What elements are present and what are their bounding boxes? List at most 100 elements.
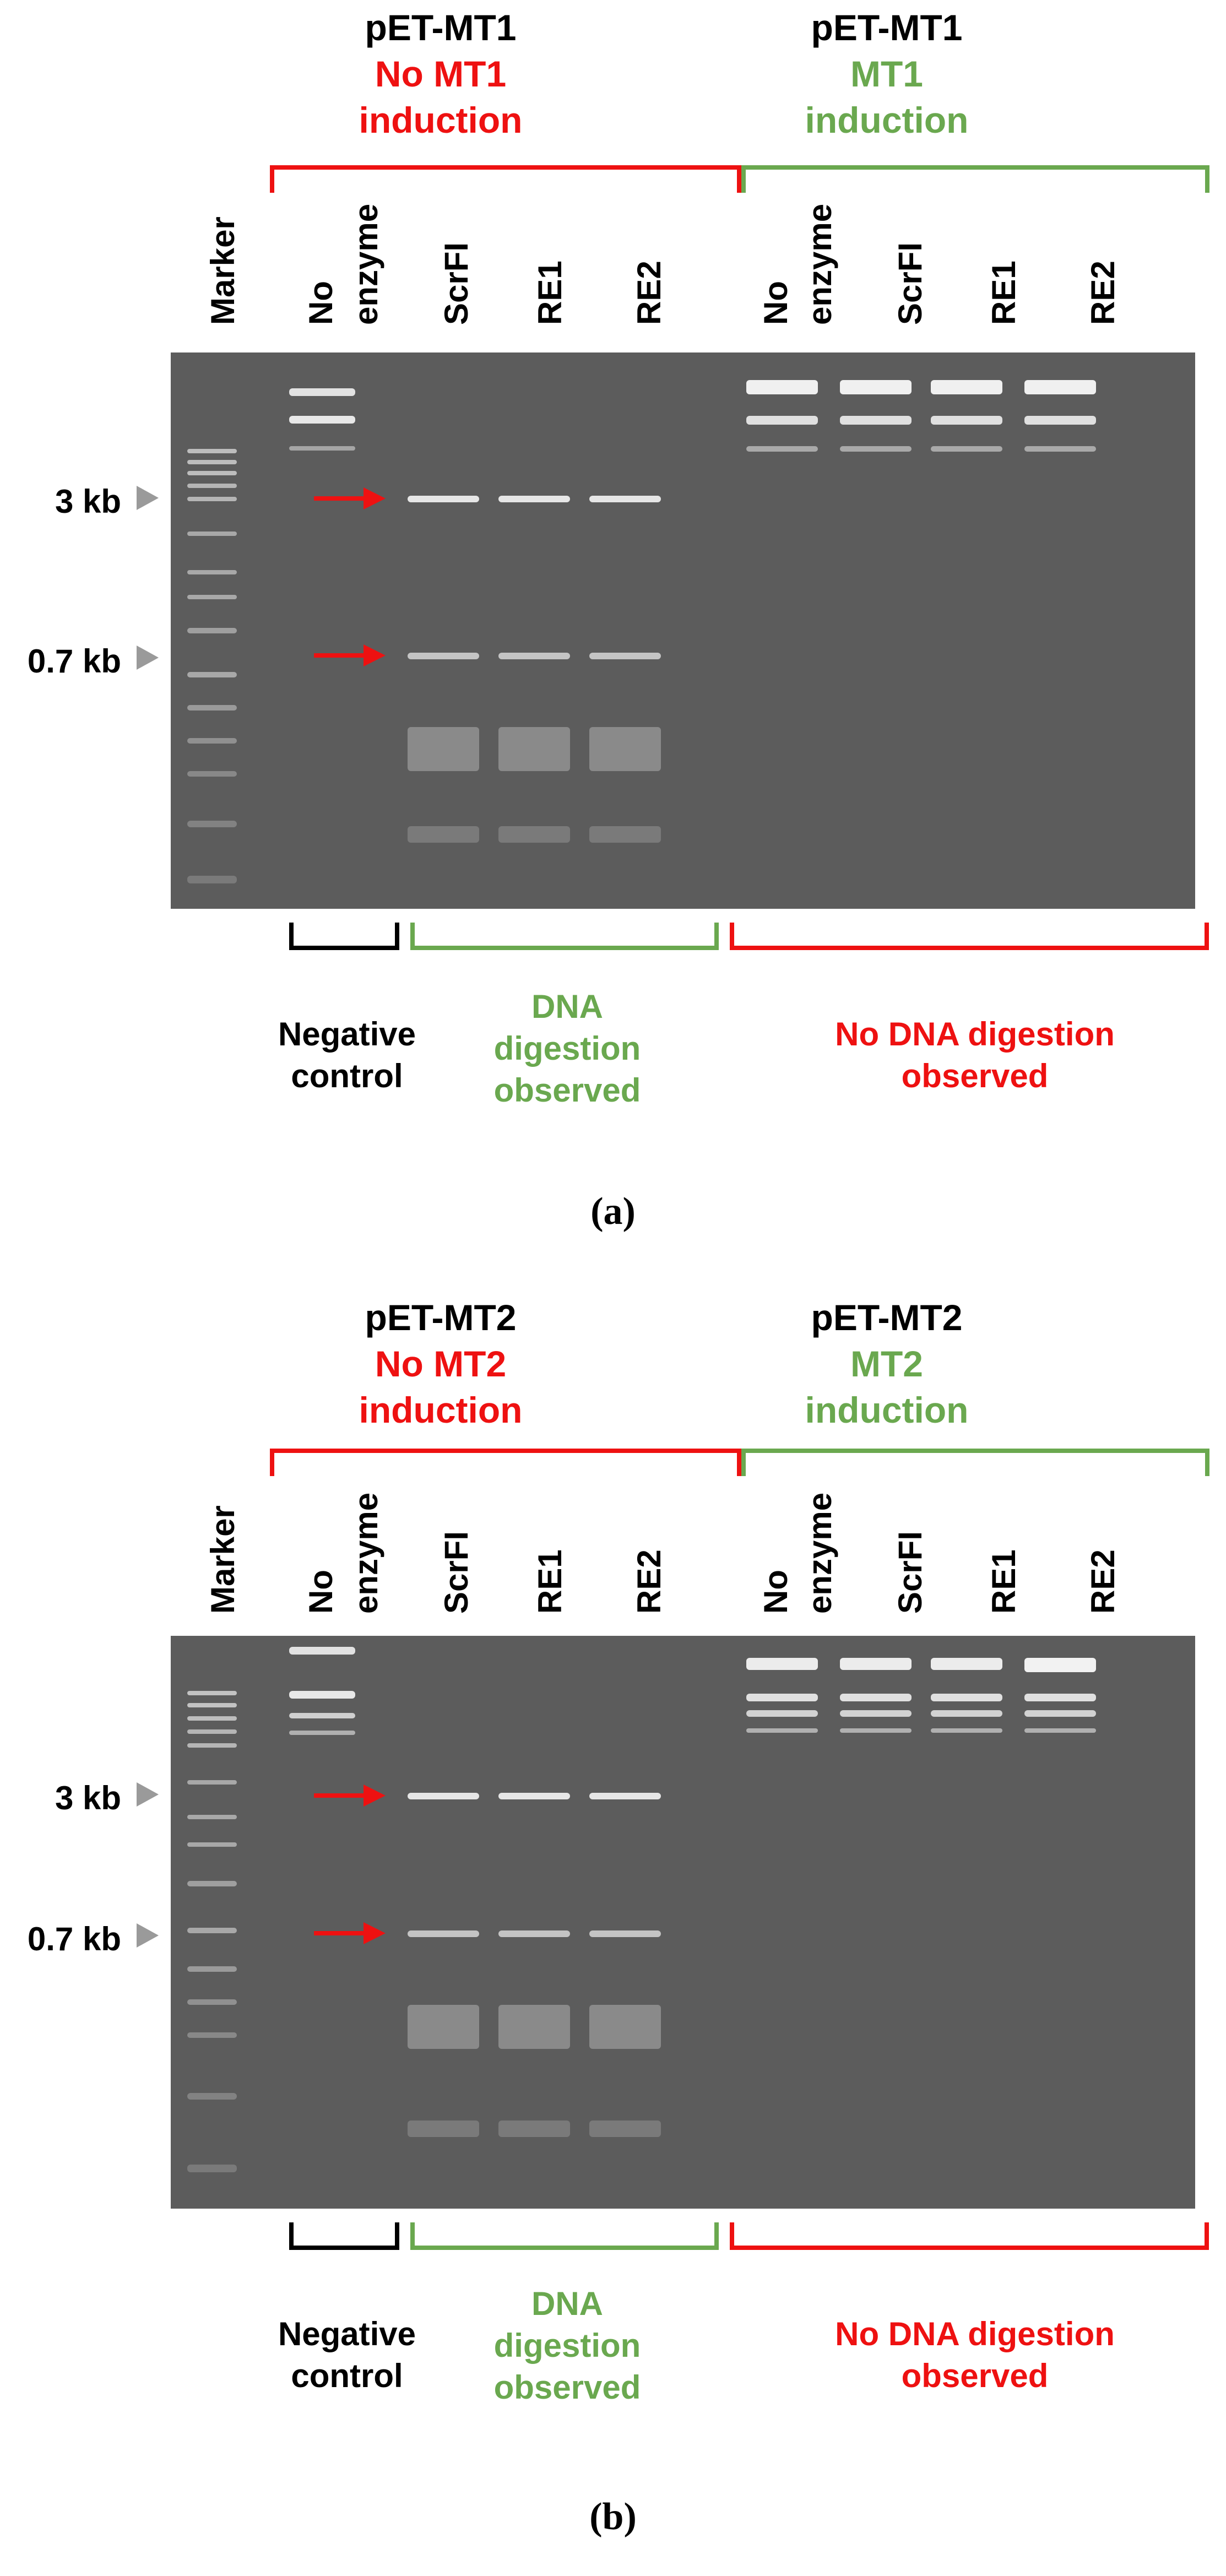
footer-nodigest-line2: observed [901,2357,1049,2394]
gel-image [171,352,1195,909]
panel-caption: (a) [590,1190,636,1233]
digest-smear [498,2121,570,2137]
header-no-induction: pET-MT1 No MT1 induction [297,4,584,143]
plasmid-band [931,446,1002,452]
bracket-no-induction [270,165,741,193]
plasmid-band [289,1713,355,1718]
plasmid-band [1024,1694,1096,1701]
header-plasmid: pET-MT2 [811,1297,963,1338]
plasmid-band [840,1658,912,1670]
gray-triangle-icon [137,646,159,670]
plasmid-band [746,1658,818,1670]
lane-label-re2: RE2 [631,261,668,325]
digest-smear [408,826,479,843]
header-induction: induction [359,100,523,140]
plasmid-band [289,1647,355,1655]
footer-digest-line3: observed [493,2369,641,2406]
footer-negative-line2: control [291,2357,403,2394]
size-label-3kb: 3 kb [55,1780,121,1816]
header-condition: No MT2 [375,1343,507,1384]
lane-label-re2: RE2 [631,1549,668,1614]
size-label-07kb: 0.7 kb [27,643,121,680]
plasmid-band [931,416,1002,425]
bracket-negative [289,923,399,950]
plasmid-band [746,1728,818,1733]
size-label-07kb: 0.7 kb [27,1921,121,1957]
marker-band [187,1842,237,1847]
bracket-no-digestion [730,2222,1209,2250]
digest-band-07kb [498,653,570,659]
marker-band [187,705,237,711]
header-induction: induction [805,1390,969,1430]
footer-nodigest-line2: observed [901,1057,1049,1094]
plasmid-band [931,1710,1002,1717]
footer-negative-line2: control [291,1057,403,1094]
digest-smear [498,727,570,771]
marker-band [187,1703,237,1707]
marker-band [187,2165,237,2172]
lane-label-no: No [757,281,794,325]
footer-digestion-observed: DNA digestion observed [474,986,661,1111]
footer-negative-line1: Negative [278,2315,416,2352]
footer-no-digestion: No DNA digestion observed [766,2313,1184,2397]
plasmid-band [746,380,818,394]
gel-image [171,1636,1195,2209]
marker-band [187,1966,237,1972]
plasmid-band [840,416,912,425]
marker-band [187,1780,237,1785]
marker-band [187,1815,237,1819]
plasmid-band [746,1694,818,1701]
marker-band [187,1881,237,1886]
footer-digest-line1: DNA [531,2285,603,2322]
plasmid-band [1024,446,1096,452]
digest-band-07kb [589,1930,661,1937]
digest-band-07kb [408,1930,479,1937]
lane-label-enzyme: enzyme [801,1492,838,1614]
plasmid-band [289,1691,355,1699]
gray-triangle-icon [137,1923,159,1948]
plasmid-band [289,416,355,424]
plasmid-band [289,388,355,396]
plasmid-band [1024,380,1096,394]
footer-digest-line3: observed [493,1072,641,1109]
marker-band [187,449,237,453]
plasmid-band [931,380,1002,394]
plasmid-band [1024,1728,1096,1733]
red-arrow-icon [314,487,386,509]
panel-b: pET-MT2 No MT2 induction pET-MT2 MT2 ind… [0,1283,1226,2556]
marker-band [187,471,237,475]
lane-label-re1: RE1 [531,261,568,325]
lane-label-scrfi: ScrFI [892,1531,929,1614]
lane-label-no: No [757,1570,794,1614]
header-plasmid: pET-MT1 [811,7,963,48]
header-no-induction: pET-MT2 No MT2 induction [297,1294,584,1433]
lane-label-re2: RE2 [1084,1549,1121,1614]
lane-label-enzyme: enzyme [348,203,384,325]
marker-band [187,738,237,744]
digest-band-07kb [408,653,479,659]
lane-label-marker: Marker [204,1505,241,1614]
red-arrow-icon [314,1785,386,1807]
bracket-negative [289,2222,399,2250]
lane-label-re1: RE1 [985,261,1022,325]
plasmid-band [840,1728,912,1733]
digest-band-3kb [408,496,479,502]
header-condition: MT1 [850,53,923,94]
lane-label-re1: RE1 [531,1549,568,1614]
plasmid-band [1024,1710,1096,1717]
lane-label-scrfi: ScrFI [438,242,475,325]
header-condition: MT2 [850,1343,923,1384]
header-plasmid: pET-MT2 [365,1297,517,1338]
header-condition: No MT1 [375,53,507,94]
digest-smear [408,727,479,771]
plasmid-band [289,1731,355,1735]
footer-digest-line2: digestion [493,1030,641,1067]
marker-band [187,2032,237,2038]
header-induction: induction [805,100,969,140]
plasmid-band [746,1710,818,1717]
marker-band [187,570,237,574]
bracket-induction [741,165,1209,193]
marker-band [187,497,237,501]
plasmid-band [840,446,912,452]
lane-label-re2: RE2 [1084,261,1121,325]
